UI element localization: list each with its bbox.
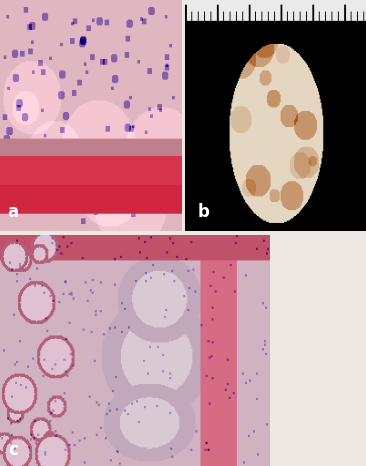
Text: b: b <box>198 204 209 221</box>
Text: c: c <box>8 441 18 459</box>
Text: a: a <box>7 204 18 221</box>
